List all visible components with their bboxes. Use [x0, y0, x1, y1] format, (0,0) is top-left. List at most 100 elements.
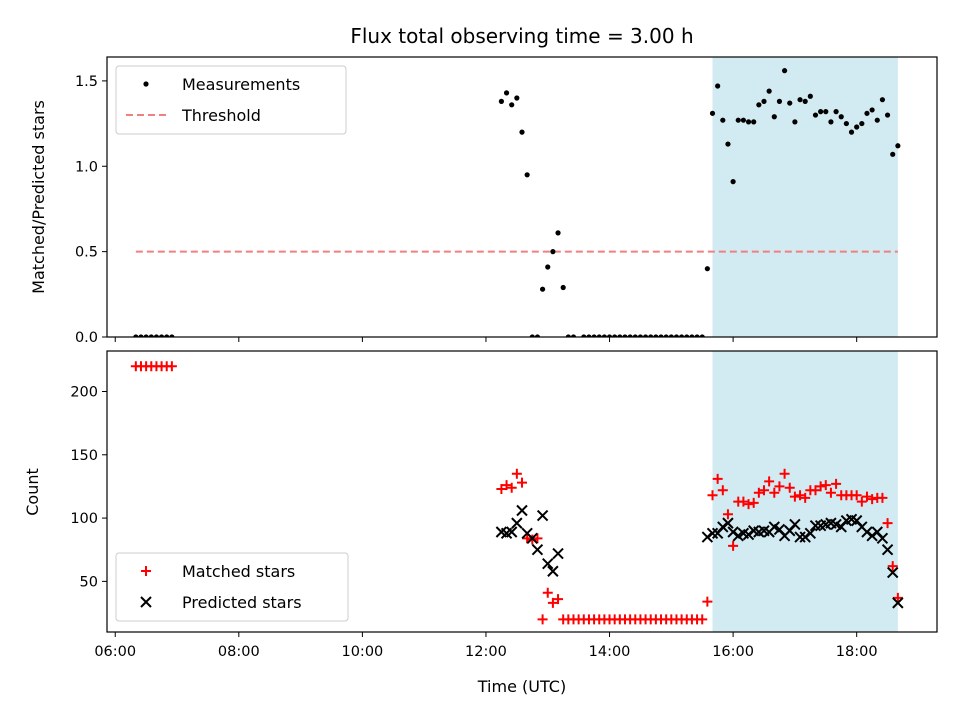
- data-point: [498, 98, 505, 104]
- legend-marker-x: [140, 596, 152, 608]
- data-point: [884, 112, 891, 118]
- data-point: [766, 88, 772, 94]
- data-point: [138, 334, 144, 337]
- data-point: [725, 141, 731, 147]
- top-y-axis-label: Matched/Predicted stars: [29, 100, 48, 294]
- data-point: [869, 107, 875, 113]
- data-point: [825, 487, 836, 498]
- data-point: [542, 557, 554, 570]
- data-point: [787, 100, 793, 106]
- legend: Measurements Threshold: [115, 65, 347, 135]
- axes-frame: [106, 350, 938, 633]
- data-point: [501, 480, 512, 491]
- x-tick-label: 16:00: [712, 644, 754, 660]
- data-point: [529, 334, 535, 337]
- data-point: [820, 480, 831, 491]
- y-tick-label: 1.0: [75, 159, 98, 175]
- data-point: [735, 117, 741, 123]
- data-point: [505, 526, 518, 538]
- data-point: [612, 334, 618, 337]
- highlight-band: [712, 351, 898, 632]
- data-point: [684, 334, 690, 337]
- data-point: [864, 110, 870, 116]
- data-point: [856, 496, 867, 507]
- legend-marker-plus: [141, 566, 151, 576]
- y-tick-label: 200: [70, 385, 98, 401]
- data-point: [722, 517, 734, 529]
- series-measurements: [133, 68, 901, 337]
- data-point: [617, 334, 623, 337]
- data-point: [536, 509, 549, 522]
- axes-frame: [106, 56, 938, 338]
- data-point: [704, 266, 710, 272]
- data-point: [158, 334, 165, 337]
- legend-label: Threshold: [181, 106, 261, 125]
- data-point: [843, 120, 849, 127]
- data-point: [532, 533, 543, 544]
- data-point: [795, 490, 806, 501]
- data-point: [524, 172, 530, 178]
- data-point: [861, 491, 872, 502]
- data-point: [694, 334, 700, 337]
- x-tick-label: 06:00: [94, 644, 136, 660]
- data-point: [511, 468, 522, 479]
- data-point: [552, 547, 564, 560]
- data-point: [728, 540, 739, 551]
- data-point: [606, 334, 613, 337]
- data-point: [632, 334, 638, 337]
- data-point: [809, 519, 822, 532]
- data-point: [547, 565, 559, 577]
- data-point: [503, 90, 510, 96]
- data-point: [874, 117, 880, 123]
- data-point: [143, 334, 149, 337]
- data-point: [854, 124, 860, 130]
- data-point: [591, 334, 597, 337]
- x-tick-label: 10:00: [341, 644, 383, 660]
- data-point: [758, 485, 769, 496]
- data-point: [673, 334, 680, 337]
- data-point: [771, 114, 777, 120]
- series-matched-stars: [130, 361, 903, 625]
- data-point: [553, 594, 564, 605]
- data-point: [550, 249, 556, 255]
- data-point: [781, 68, 788, 74]
- y-tick-label: 0.0: [75, 330, 98, 346]
- data-point: [756, 102, 762, 108]
- data-point: [668, 334, 674, 337]
- data-point: [697, 614, 708, 625]
- data-point: [838, 114, 844, 120]
- data-point: [743, 499, 754, 510]
- data-point: [797, 97, 803, 103]
- data-point: [722, 509, 733, 520]
- data-point: [848, 129, 855, 135]
- data-point: [789, 491, 800, 502]
- data-point: [761, 98, 767, 104]
- bottom-panel: 06:00 08:00 10:00 12:00 14:00 16:00 18:00 50 100…: [70, 350, 938, 660]
- data-point: [689, 334, 695, 337]
- data-point: [892, 592, 903, 603]
- legend-marker-dot: [143, 81, 149, 87]
- data-point: [890, 151, 896, 157]
- data-point: [794, 531, 806, 543]
- data-point: [769, 487, 780, 498]
- legend-label: Predicted stars: [182, 593, 302, 612]
- data-point: [738, 496, 749, 507]
- data-point: [545, 264, 551, 270]
- data-point: [833, 109, 839, 115]
- data-point: [789, 518, 801, 531]
- data-point: [812, 112, 819, 118]
- data-point: [774, 481, 785, 492]
- data-point: [519, 129, 525, 135]
- data-point: [815, 481, 826, 492]
- data-point: [779, 468, 790, 479]
- data-point: [506, 482, 517, 493]
- data-point: [706, 527, 719, 539]
- data-point: [740, 117, 747, 123]
- data-point: [565, 334, 571, 337]
- data-point: [859, 120, 865, 127]
- legend-label: Measurements: [182, 75, 300, 94]
- data-point: [751, 119, 757, 125]
- data-point: [166, 361, 177, 372]
- data-point: [522, 533, 533, 544]
- y-tick-label: 1.5: [75, 74, 98, 90]
